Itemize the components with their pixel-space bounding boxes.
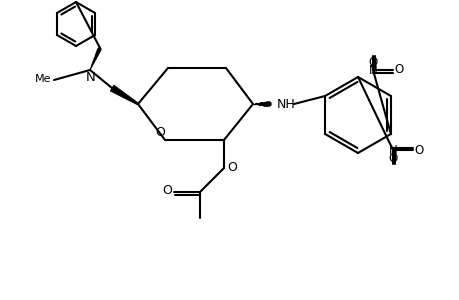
Text: NH: NH: [276, 98, 295, 110]
Text: O: O: [393, 62, 403, 76]
Text: O: O: [368, 56, 377, 68]
Text: O: O: [162, 184, 172, 197]
Text: O: O: [227, 160, 236, 173]
Text: N: N: [86, 70, 95, 83]
Text: N: N: [368, 64, 376, 76]
Text: Me: Me: [34, 74, 51, 84]
Text: O: O: [387, 152, 397, 164]
Text: O: O: [155, 125, 165, 139]
Text: N: N: [388, 143, 397, 157]
Text: O: O: [414, 143, 423, 157]
Polygon shape: [110, 85, 138, 105]
